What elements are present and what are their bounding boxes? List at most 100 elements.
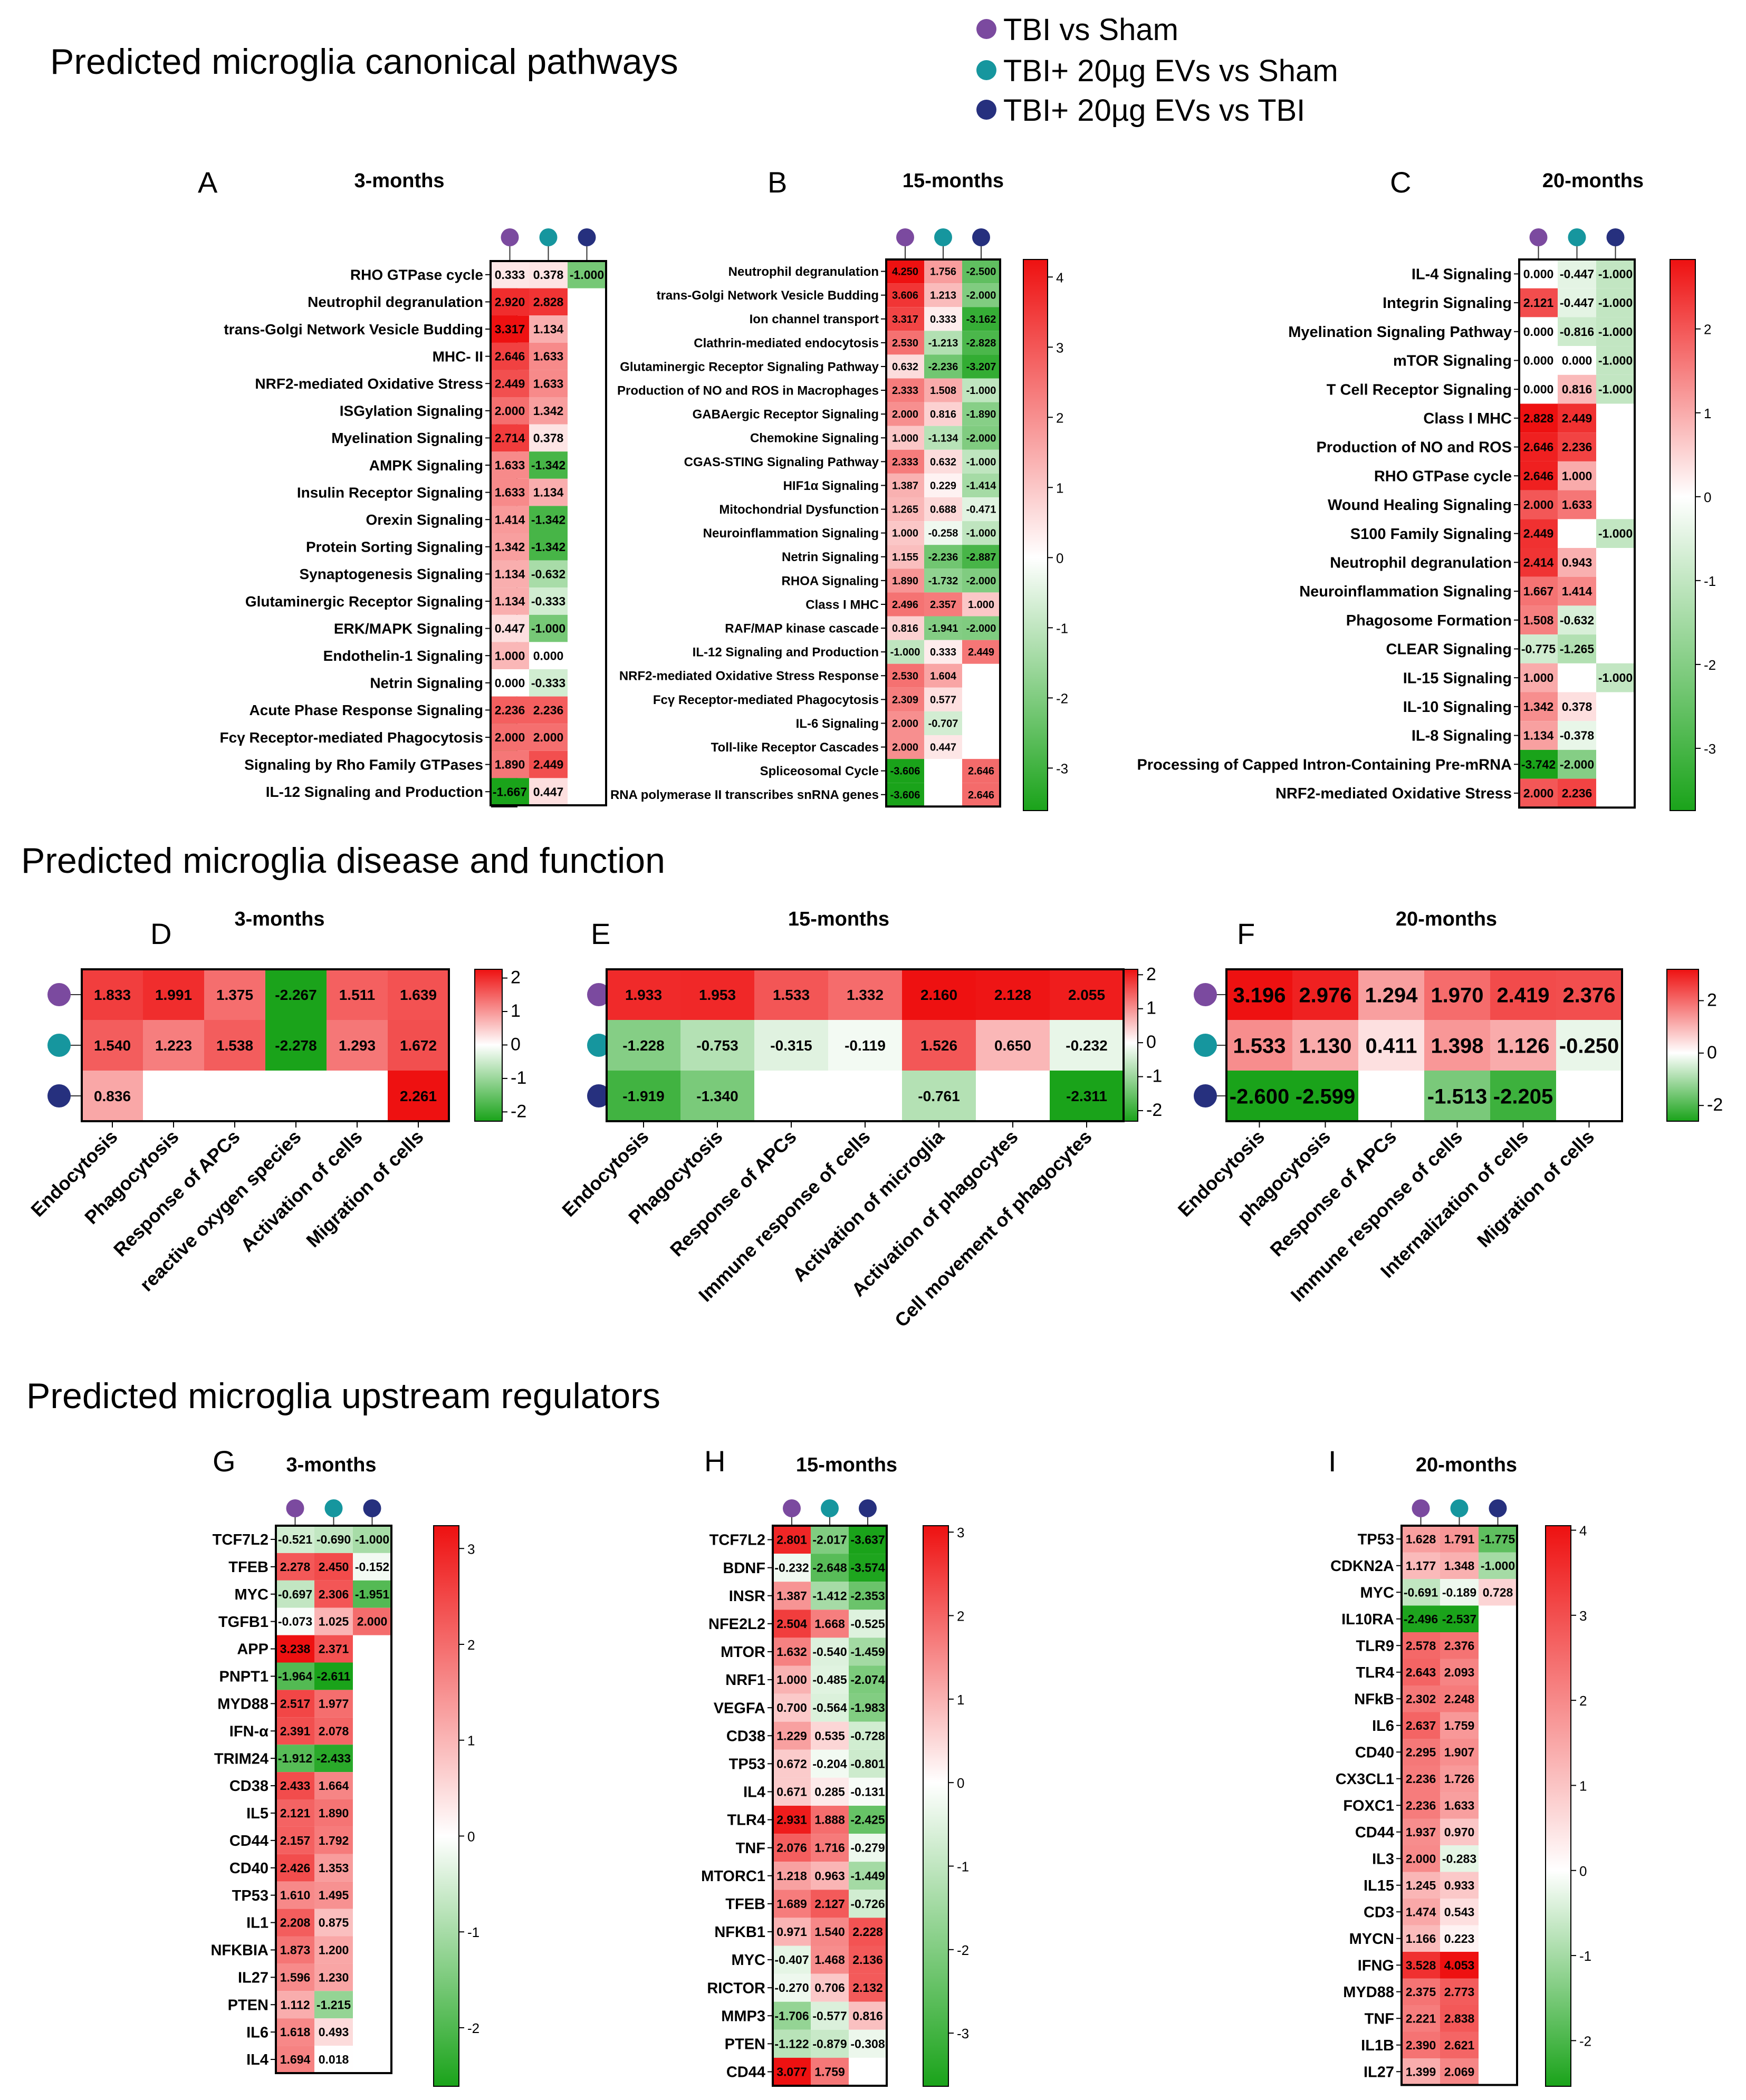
panel-g-cell [276, 1854, 314, 1882]
panel-g-row-label-cd40: CD40 [229, 1860, 268, 1877]
panel-a-cell-value: -1.342 [531, 458, 565, 472]
panel-a-cell [529, 397, 568, 425]
panel-c-row-label-s100-family-signaling: S100 Family Signaling [1350, 526, 1512, 543]
panel-c-cell-value: -1.265 [1560, 642, 1594, 656]
panel-i-cell [1402, 2005, 1440, 2032]
panel-e-cell [1050, 1071, 1124, 1121]
panel-h-cell-value: 1.229 [776, 1729, 807, 1742]
panel-i-dot-evs-vs-tbi [1489, 1499, 1507, 1517]
panel-d-colorbar-label: -2 [511, 1101, 526, 1121]
panel-i-row-label-myc: MYC [1360, 1584, 1395, 1601]
panel-b-cell-value: 3.606 [892, 290, 918, 302]
panel-c-dot-evs-vs-sham [1568, 228, 1586, 246]
panel-i-cell-value: 1.907 [1444, 1745, 1475, 1759]
panel-h-row-label-il4: IL4 [743, 1784, 765, 1801]
panel-h-cell [811, 1554, 849, 1582]
panel-c-row-label-rho-gtpase-cycle: RHO GTPase cycle [1374, 468, 1512, 485]
panel-i-row-label-cd40: CD40 [1355, 1744, 1394, 1761]
panel-i-cell-value: 1.177 [1406, 1559, 1436, 1573]
panel-b-cell [924, 426, 962, 450]
panel-h-colorbar-label: -3 [957, 2026, 969, 2041]
panel-i-cell-value: 2.838 [1444, 2011, 1475, 2025]
panel-b-cell-value: 2.000 [892, 742, 918, 754]
panel-e-dot-evs-vs-sham [587, 1034, 610, 1057]
panel-c-row-label-wound-healing-signaling: Wound Healing Signaling [1328, 497, 1512, 514]
panel-h-cell [811, 1918, 849, 1946]
panel-i-row-label-cdkn2a: CDKN2A [1330, 1558, 1394, 1575]
panel-b-cell [924, 545, 962, 569]
panel-b-cell-value: 0.229 [930, 480, 956, 492]
panel-h-cell [849, 1665, 887, 1694]
panel-b-cell-value: -3.207 [966, 361, 996, 373]
panel-b-row-label-hif1-signaling: HIF1α Signaling [783, 479, 879, 493]
panel-b-cell-value: -2.887 [966, 552, 996, 563]
panel-i-cell-value: 1.791 [1444, 1532, 1475, 1546]
panel-a-letter: A [198, 166, 218, 199]
panel-c-row-label-il-4-signaling: IL-4 Signaling [1412, 266, 1512, 283]
panel-g-cell-value: 2.450 [319, 1560, 349, 1574]
panel-a-cell [529, 288, 568, 316]
panel-a-cell-value: 1.134 [533, 486, 564, 499]
panel-e-cell [607, 1020, 680, 1071]
panel-g-cell-value: 1.596 [280, 1970, 311, 1984]
panel-b-cell [924, 283, 962, 307]
panel-c-row-label-myelination-signaling-pathway: Myelination Signaling Pathway [1288, 324, 1512, 341]
panel-g-cell [314, 2046, 353, 2073]
panel-f-cell-value: 1.533 [1233, 1034, 1285, 1057]
panel-a-row-label-insulin-receptor-signaling: Insulin Receptor Signaling [297, 484, 483, 500]
panel-b-cell [924, 521, 962, 545]
panel-b-cell-value: 2.449 [968, 647, 994, 658]
panel-c-dot-evs-vs-tbi [1606, 228, 1625, 246]
panel-b-cell-value: -0.258 [928, 528, 958, 540]
panel-c-cell-value: -0.775 [1521, 642, 1556, 656]
panel-h-cell-value: 2.504 [776, 1617, 807, 1631]
panel-h-cell-value: -2.648 [812, 1561, 847, 1575]
panel-a-row-label-il-12-signaling-and-production: IL-12 Signaling and Production [266, 784, 483, 800]
panel-a-dot-evs-vs-tbi [578, 228, 596, 246]
panel-c-cell [1519, 634, 1558, 663]
panel-i-row-label-il1b: IL1B [1361, 2037, 1394, 2054]
panel-e-letter: E [591, 917, 610, 950]
panel-b-cell [886, 259, 924, 284]
panel-d-colorbar [474, 969, 503, 1122]
panel-h-cell-value: -2.353 [850, 1589, 885, 1603]
panel-b-cell-value: 1.387 [892, 480, 918, 492]
panel-a-cell [491, 478, 529, 506]
panel-g-cell [314, 1553, 353, 1581]
panel-h-cell-value: 0.671 [776, 1785, 807, 1799]
panel-c-cell [1558, 605, 1596, 635]
panel-h-cell-value: -1.122 [774, 2037, 809, 2050]
panel-c-cell-value: 0.000 [1523, 354, 1554, 368]
panel-h-cell-value: -0.726 [850, 1897, 885, 1911]
legend: TBI vs Sham TBI+ 20µg EVs vs Sham TBI+ 2… [976, 13, 1338, 128]
panel-c-cell [1558, 317, 1596, 346]
panel-g-cell [314, 1963, 353, 1991]
panel-g-cell-value: -2.611 [317, 1670, 351, 1683]
panel-b-cell-value: -1.890 [966, 409, 996, 420]
panel-d-cell-value: 1.833 [94, 987, 131, 1003]
panel-e-colorbar-label: 0 [1146, 1032, 1156, 1052]
panel-h-cell [811, 1526, 849, 1554]
panel-b-cell [886, 473, 924, 497]
panel-d-cell-value: 1.538 [216, 1037, 253, 1054]
panel-b-cell [924, 307, 962, 331]
panel-a-row-label-neutrophil-degranulation: Neutrophil degranulation [308, 294, 483, 310]
panel-c-row-label-neuroinflammation-signaling: Neuroinflammation Signaling [1299, 583, 1512, 600]
panel-e-cell [680, 1071, 754, 1121]
panel-b-colorbar-label: -3 [1056, 760, 1068, 776]
panel-a-row-label-isgylation-signaling: ISGylation Signaling [340, 403, 483, 419]
panel-a-cell [529, 261, 568, 288]
panel-i-cell [1402, 1845, 1440, 1872]
panel-c-row-label-processing-of-capped-intron-containing-pre-mrna: Processing of Capped Intron-Containing P… [1137, 756, 1512, 773]
panel-a-dot-tbi-vs-sham [501, 228, 519, 246]
panel-e-dot-tbi-vs-sham [587, 983, 610, 1006]
panel-h-cell-value: -2.017 [812, 1533, 847, 1547]
panel-i-cell-value: -2.496 [1404, 1612, 1438, 1626]
panel-d-cell [82, 1020, 143, 1071]
panel-h-row-label-cd44: CD44 [726, 2064, 765, 2081]
panel-c-cell [1519, 288, 1558, 317]
panel-f-cell-value: 1.398 [1431, 1034, 1483, 1057]
panel-a-cell [491, 342, 529, 370]
panel-f-cell [1490, 969, 1556, 1020]
panel-e-cell-value: 1.332 [847, 987, 884, 1003]
